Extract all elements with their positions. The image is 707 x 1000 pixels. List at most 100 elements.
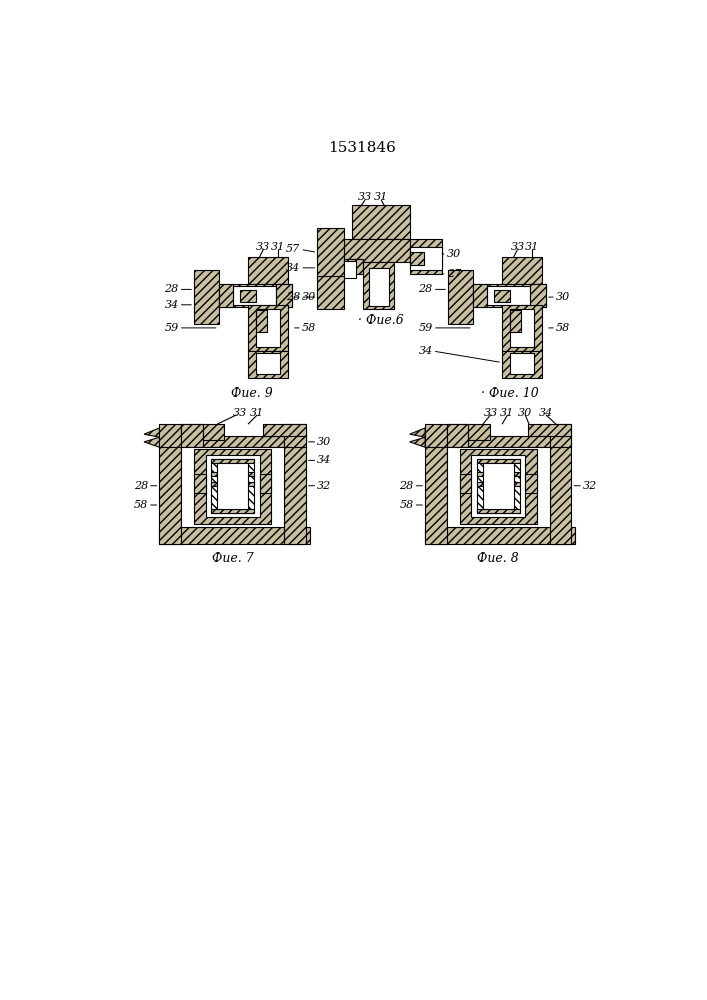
Text: 33: 33 xyxy=(256,242,271,252)
Polygon shape xyxy=(144,428,160,437)
Bar xyxy=(160,436,181,544)
Text: Фие. 9: Фие. 9 xyxy=(231,387,273,400)
Text: · Фие.6: · Фие.6 xyxy=(358,314,404,327)
Bar xyxy=(425,436,447,544)
Bar xyxy=(181,436,284,447)
Bar xyxy=(284,436,305,544)
Bar xyxy=(472,455,525,517)
Bar xyxy=(447,436,550,447)
Bar xyxy=(211,459,254,463)
Text: 57: 57 xyxy=(286,244,300,254)
Text: 33: 33 xyxy=(233,408,247,418)
Bar xyxy=(211,482,254,486)
Text: 34: 34 xyxy=(286,263,300,273)
Bar xyxy=(206,455,259,517)
Bar xyxy=(160,424,181,447)
Bar xyxy=(181,447,284,527)
Text: 30: 30 xyxy=(518,408,532,418)
Text: 33: 33 xyxy=(484,408,498,418)
Bar xyxy=(425,527,575,544)
Text: 28: 28 xyxy=(134,481,148,491)
Text: 32: 32 xyxy=(317,481,332,491)
Bar xyxy=(211,459,254,513)
Text: 28: 28 xyxy=(165,284,179,294)
Bar xyxy=(502,257,542,284)
Bar xyxy=(525,474,537,493)
Bar xyxy=(259,474,271,493)
Bar xyxy=(344,259,363,274)
Text: · Фие. 10: · Фие. 10 xyxy=(481,387,539,400)
Bar xyxy=(317,228,344,278)
Bar xyxy=(447,424,468,447)
Bar xyxy=(248,305,288,351)
Bar xyxy=(276,284,292,307)
Bar xyxy=(363,262,395,309)
Text: 32: 32 xyxy=(583,481,597,491)
Text: 30: 30 xyxy=(447,249,461,259)
Text: 28: 28 xyxy=(419,284,433,294)
Bar xyxy=(211,509,254,513)
Bar xyxy=(409,252,423,265)
Text: 34: 34 xyxy=(317,455,332,465)
Bar xyxy=(550,436,571,544)
Text: 33: 33 xyxy=(510,242,525,252)
Text: 31: 31 xyxy=(374,192,388,202)
Bar xyxy=(460,474,472,493)
Bar xyxy=(473,284,487,307)
Text: 28: 28 xyxy=(286,292,300,302)
Bar xyxy=(477,482,520,486)
Bar xyxy=(240,290,256,302)
Bar xyxy=(248,351,288,378)
Bar xyxy=(194,270,218,324)
Bar xyxy=(483,463,514,509)
Text: 30: 30 xyxy=(556,292,571,302)
Bar xyxy=(510,310,521,332)
Bar xyxy=(194,449,271,524)
Bar xyxy=(248,257,288,284)
Bar xyxy=(448,270,473,324)
Bar xyxy=(262,424,305,436)
Bar xyxy=(217,463,248,509)
Text: 28: 28 xyxy=(399,481,414,491)
Bar xyxy=(203,424,224,440)
Text: 58: 58 xyxy=(302,323,316,333)
Bar xyxy=(256,309,281,347)
Text: 31: 31 xyxy=(271,242,285,252)
Text: 1531846: 1531846 xyxy=(328,141,396,155)
Bar xyxy=(510,309,534,347)
Text: 34: 34 xyxy=(165,300,179,310)
Bar xyxy=(160,527,310,544)
Bar xyxy=(194,474,206,493)
Bar xyxy=(477,472,520,476)
Bar xyxy=(494,290,510,302)
Bar xyxy=(502,305,542,351)
Text: Фие. 7: Фие. 7 xyxy=(211,552,254,565)
Bar xyxy=(502,351,542,378)
Bar xyxy=(369,268,389,306)
Bar xyxy=(218,284,233,307)
Bar xyxy=(317,276,344,309)
Polygon shape xyxy=(144,437,160,447)
Bar xyxy=(477,509,520,513)
Bar xyxy=(211,472,254,476)
Bar xyxy=(477,459,520,513)
Bar xyxy=(530,284,546,307)
Text: 58: 58 xyxy=(134,500,148,510)
Bar xyxy=(510,353,534,374)
Text: 59: 59 xyxy=(419,323,433,333)
Bar xyxy=(425,424,447,447)
Bar xyxy=(256,310,267,332)
Text: 58: 58 xyxy=(556,323,571,333)
Text: Фие. 8: Фие. 8 xyxy=(477,552,519,565)
Bar xyxy=(468,424,490,440)
Polygon shape xyxy=(409,437,425,447)
Bar xyxy=(284,424,305,447)
Bar xyxy=(447,424,468,436)
Text: 31: 31 xyxy=(250,408,264,418)
Bar xyxy=(528,424,571,436)
Text: 30: 30 xyxy=(317,437,332,447)
Bar xyxy=(181,424,203,436)
Bar xyxy=(473,284,546,307)
Polygon shape xyxy=(409,428,425,437)
Bar xyxy=(447,447,550,527)
